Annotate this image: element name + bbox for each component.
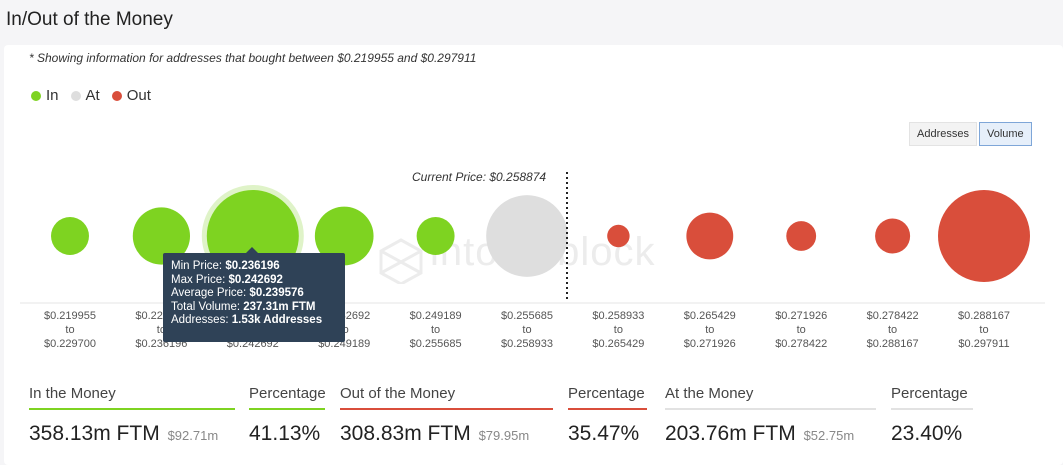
summary-out-pct-label: Percentage bbox=[568, 385, 647, 410]
summary-at-label: At the Money bbox=[665, 385, 876, 410]
x-label-to: to bbox=[65, 324, 74, 336]
summary-in-pct: Percentage 41.13% bbox=[249, 385, 326, 446]
intotheblock-logo-icon bbox=[379, 238, 423, 284]
at-dot-icon bbox=[70, 90, 81, 101]
out-dot-icon bbox=[111, 90, 122, 101]
x-label-from: $0.271926 bbox=[775, 310, 827, 322]
x-label-upper: $0.297911 bbox=[958, 338, 1009, 350]
x-label-from: $0.219955 bbox=[44, 310, 96, 322]
summary-out-value: 308.83m FTM $79.95m bbox=[340, 422, 530, 445]
summary-at-pct-value: 23.40% bbox=[891, 422, 963, 445]
tooltip-row-addresses: Addresses: 1.53k Addresses bbox=[171, 314, 323, 327]
bubble-out[interactable] bbox=[875, 218, 911, 254]
legend-label-out: Out bbox=[126, 87, 151, 104]
legend: In At Out bbox=[31, 87, 163, 104]
bubble-tooltip: Min Price: $0.236196 Max Price: $0.24269… bbox=[163, 253, 345, 342]
x-label-from: $0.278422 bbox=[867, 310, 919, 322]
summary-in-label: In the Money bbox=[29, 385, 235, 410]
bubble-out[interactable] bbox=[938, 190, 1030, 282]
x-label-to: to bbox=[431, 324, 440, 336]
metric-toggle: Addresses Volume bbox=[909, 122, 1032, 146]
volume-button[interactable]: Volume bbox=[978, 122, 1032, 146]
summary-at-value: 203.76m FTM $52.75m bbox=[665, 422, 855, 445]
x-label-to: to bbox=[614, 324, 623, 336]
x-label-upper: $0.229700 bbox=[44, 338, 96, 350]
x-label-to: to bbox=[157, 324, 166, 336]
bubble-chart: $0.219955to$0.229700$0.229700to$0.236196… bbox=[20, 170, 1045, 350]
tooltip-row-volume: Total Volume: 237.31m FTM bbox=[171, 300, 316, 313]
x-label-to: to bbox=[979, 324, 988, 336]
summary-at-pct-label: Percentage bbox=[891, 385, 973, 410]
bubble-out[interactable] bbox=[786, 221, 817, 251]
x-label-upper: $0.258933 bbox=[501, 338, 553, 350]
bubble-in[interactable] bbox=[51, 217, 89, 255]
summary-out: Out of the Money 308.83m FTM $79.95m bbox=[340, 385, 553, 446]
bubble-out[interactable] bbox=[686, 212, 734, 260]
summary-out-usd: $79.95m bbox=[478, 428, 530, 443]
range-note: * Showing information for addresses that… bbox=[29, 51, 477, 65]
x-label-from: $0.249189 bbox=[410, 310, 462, 322]
summary-out-pct: Percentage 35.47% bbox=[568, 385, 647, 446]
page-title: In/Out of the Money bbox=[6, 9, 173, 30]
summary-in-pct-label: Percentage bbox=[249, 385, 326, 410]
x-label-to: to bbox=[705, 324, 714, 336]
summary-out-label: Out of the Money bbox=[340, 385, 553, 410]
x-label-to: to bbox=[888, 324, 897, 336]
summary-in-value: 358.13m FTM $92.71m bbox=[29, 422, 219, 445]
bubble-in[interactable] bbox=[314, 206, 374, 266]
tooltip-row-max: Max Price: $0.242692 bbox=[171, 273, 283, 286]
summary-at: At the Money 203.76m FTM $52.75m bbox=[665, 385, 876, 446]
legend-item-out[interactable]: Out bbox=[111, 87, 151, 104]
summary-in-usd: $92.71m bbox=[167, 428, 219, 443]
legend-item-at[interactable]: At bbox=[70, 87, 100, 104]
summary-out-pct-value: 35.47% bbox=[568, 422, 640, 445]
summary-in-pct-value: 41.13% bbox=[249, 422, 321, 445]
x-label-to: to bbox=[797, 324, 806, 336]
summary-at-usd: $52.75m bbox=[803, 428, 855, 443]
tooltip-row-avg: Average Price: $0.239576 bbox=[171, 287, 304, 300]
x-label-from: $0.258933 bbox=[592, 310, 644, 322]
legend-label-at: At bbox=[85, 87, 100, 104]
x-label-upper: $0.265429 bbox=[592, 338, 644, 350]
bubble-out[interactable] bbox=[607, 224, 630, 248]
x-label-upper: $0.255685 bbox=[410, 338, 462, 350]
x-label-upper: $0.278422 bbox=[775, 338, 827, 350]
addresses-button[interactable]: Addresses bbox=[909, 122, 977, 146]
x-label-upper: $0.288167 bbox=[867, 338, 919, 350]
x-label-from: $0.288167 bbox=[958, 310, 1010, 322]
tooltip-row-min: Min Price: $0.236196 bbox=[171, 260, 280, 272]
bubble-in[interactable] bbox=[132, 207, 191, 265]
in-dot-icon bbox=[31, 90, 41, 101]
summary-in: In the Money 358.13m FTM $92.71m bbox=[29, 385, 235, 446]
x-label-from: $0.255685 bbox=[501, 310, 553, 322]
bubble-at[interactable] bbox=[486, 195, 568, 277]
tooltip-arrow bbox=[246, 247, 258, 253]
bubble-in[interactable] bbox=[416, 217, 455, 255]
current-price-label: Current Price: $0.258874 bbox=[412, 170, 546, 184]
x-label-to: to bbox=[522, 324, 531, 336]
summary-at-pct: Percentage 23.40% bbox=[891, 385, 973, 446]
legend-item-in[interactable]: In bbox=[31, 87, 59, 104]
x-label-from: $0.265429 bbox=[684, 310, 736, 322]
x-label-upper: $0.271926 bbox=[684, 338, 736, 350]
legend-label-in: In bbox=[46, 87, 59, 104]
